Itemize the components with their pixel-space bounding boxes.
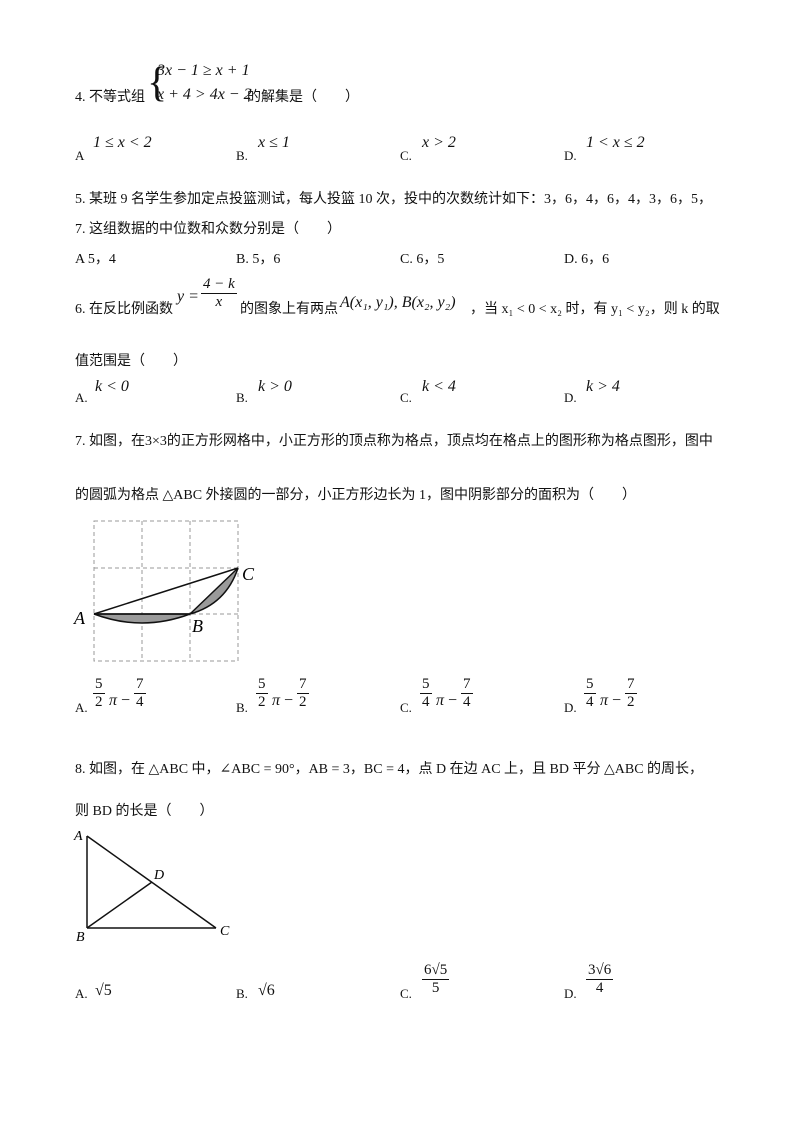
q8-label-a: A [73, 829, 83, 844]
q8-segment-bd [86, 881, 153, 929]
q8-stem-line2: 则 BD 的长是（ ） [75, 804, 214, 819]
q8-label-c: C [220, 924, 230, 939]
q7-grid-figure: A B C [73, 520, 255, 662]
q6-number: 6. 在反比例函数 [75, 302, 173, 317]
q7-label-a: A [73, 608, 86, 628]
q7-label-b: B [192, 616, 203, 636]
q8-stem-line1: 8. 如图，在 △ABC 中，∠ABC = 90°，AB = 3，BC = 4，… [75, 762, 704, 777]
q4-inequality-2: x + 4 > 4x − 2 [157, 86, 252, 103]
q8-triangle-figure: A B C D [73, 829, 230, 944]
q5-option-d[interactable]: D. 6，6 [564, 252, 610, 267]
q4-tail: 的解集是（ ） [247, 90, 359, 105]
q5-option-b[interactable]: B. 5，6 [236, 252, 281, 267]
q6-points: A(x₁, y₁), B(x₂, y₂) [340, 294, 456, 311]
q6-mid: 的图象上有两点 [240, 302, 338, 317]
q4-inequality-1: 3x − 1 ≥ x + 1 [157, 62, 250, 79]
q5-stem-line1: 5. 某班 9 名学生参加定点投篮测试，每人投篮 10 次，投中的次数统计如下：… [75, 192, 712, 207]
q8-label-b: B [76, 930, 85, 944]
q8-label-d: D [153, 868, 164, 883]
q4-brace: { [147, 60, 168, 106]
q7-side-ac [93, 567, 239, 615]
q4-number: 4. 不等式组 [75, 90, 145, 105]
q5-option-a[interactable]: A 5，4 [75, 252, 116, 267]
q7-stem-line2: 的圆弧为格点 △ABC 外接圆的一部分，小正方形边长为 1，图中阴影部分的面积为… [75, 488, 637, 503]
q7-stem-line1: 7. 如图，在3×3的正方形网格中，小正方形的顶点称为格点，顶点均在格点上的图形… [75, 434, 713, 449]
q6-condition: ，当 x₁ < 0 < x₂ 时，有 y₁ < y₂，则 k 的取 [470, 302, 720, 317]
q6-func-lhs: y = [177, 288, 199, 305]
q7-label-c: C [242, 564, 255, 584]
q5-stem-line2: 7. 这组数据的中位数和众数分别是（ ） [75, 222, 341, 237]
q5-option-c[interactable]: C. 6，5 [400, 252, 445, 267]
q7-shaded-segment-ab [93, 613, 191, 624]
q6-stem-line2: 值范围是（ ） [75, 354, 187, 369]
